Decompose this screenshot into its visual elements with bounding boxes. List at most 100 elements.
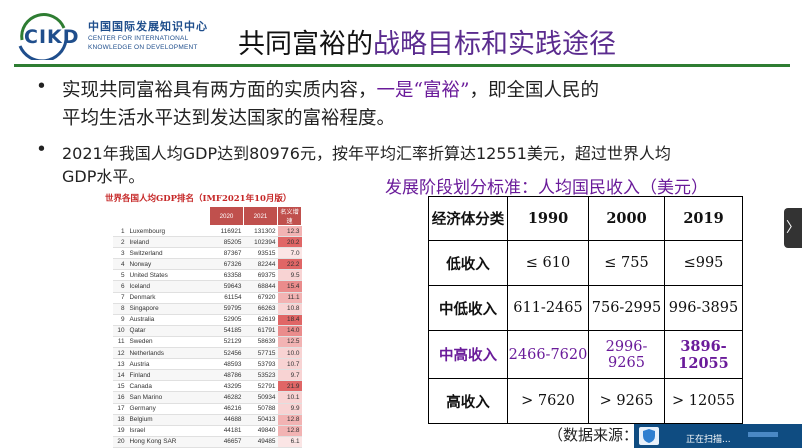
rank-cell: 1 [112, 225, 128, 238]
class-row-high: 高收入 > 7620 > 9265 > 12055 [428, 378, 743, 424]
class-table-header: 经济体分类 1990 2000 2019 [428, 196, 743, 241]
rank-table-row: 19 Israel 44181 49840 12.8 [112, 425, 302, 437]
source-note: （数据来源： [548, 426, 639, 444]
gdp-rank-table: 2020 2021 名义增速 1 Luxembourg 116921 131302 12… [112, 206, 302, 448]
class-row-label: 高收入 [428, 378, 508, 424]
growth-cell: 10.1 [277, 391, 302, 404]
country-cell: Germany [127, 403, 210, 415]
income-classification-table: 经济体分类 1990 2000 2019 低收入 ≤ 610 ≤ 755 ≤99… [428, 196, 743, 424]
country-cell: United States [127, 269, 210, 282]
rank-table-row: 5 United States 63358 69375 9.5 [112, 269, 302, 282]
gdp-2020-cell: 52456 [209, 347, 244, 360]
rank-cell: 11 [112, 336, 128, 349]
rank-table-row: 10 Qatar 54185 61791 14.0 [112, 325, 302, 337]
gdp-2021-cell: 62619 [243, 314, 278, 326]
growth-cell: 9.9 [277, 403, 302, 415]
gdp-2020-cell: 52905 [209, 314, 244, 326]
class-row-lower-middle: 中低收入 611-2465 756-2995 996-3895 [428, 285, 743, 331]
rank-table-body: 1 Luxembourg 116921 131302 12.3 2 Ireland 85205… [112, 225, 302, 448]
class-row-label: 中高收入 [428, 330, 508, 379]
gdp-2020-cell: 59795 [209, 303, 244, 315]
country-cell: Qatar [127, 325, 210, 337]
rank-table-row: 16 San Marino 46282 50934 10.1 [112, 391, 302, 404]
country-cell: Austria [127, 358, 210, 371]
class-cell: 756-2995 [588, 285, 665, 331]
gdp-2021-cell: 53793 [243, 358, 278, 371]
class-row-label: 中低收入 [428, 285, 508, 331]
country-cell: Singapore [127, 303, 210, 315]
class-cell: 2996-9265 [588, 330, 665, 379]
rank-table-row: 3 Switzerland 87367 93515 7.0 [112, 247, 302, 260]
class-cell: > 7620 [507, 378, 589, 424]
rank-header-country [127, 206, 210, 226]
country-cell: Norway [127, 258, 210, 271]
cikd-logo-icon [18, 13, 68, 60]
gdp-2020-cell: 46657 [209, 436, 244, 448]
rank-table-row: 12 Netherlands 52456 57715 10.0 [112, 347, 302, 360]
scan-status-text: 正在扫描... [686, 435, 731, 445]
country-cell: Switzerland [127, 247, 210, 260]
country-cell: Denmark [127, 292, 210, 304]
next-slide-button[interactable]: 〉 [784, 208, 802, 248]
rank-cell: 13 [112, 358, 128, 371]
rank-cell: 8 [112, 303, 128, 315]
growth-cell: 20.2 [277, 236, 302, 249]
gdp-2020-cell: 59643 [209, 280, 244, 293]
country-cell: Hong Kong SAR [127, 436, 210, 448]
country-cell: Iceland [127, 280, 210, 293]
slide-title-part2: 战略目标和实践途径 [373, 29, 616, 60]
gdp-2021-cell: 49485 [243, 436, 278, 448]
rank-cell: 14 [112, 369, 128, 382]
growth-cell: 12.3 [277, 225, 302, 238]
class-cell-highlight: 3896-12055 [664, 330, 743, 379]
rank-table-row: 13 Austria 48593 53793 10.7 [112, 358, 302, 371]
gdp-2020-cell: 63358 [209, 269, 244, 282]
country-cell: Luxembourg [127, 225, 210, 238]
gdp-2021-cell: 68844 [243, 280, 278, 293]
gdp-2021-cell: 93515 [243, 247, 278, 260]
scan-progress-bar [748, 432, 778, 437]
class-cell: > 12055 [664, 378, 743, 424]
gdp-2020-cell: 85205 [209, 236, 244, 249]
gdp-2021-cell: 82244 [243, 258, 278, 271]
slide-title: 共同富裕的战略目标和实践途径 [238, 22, 616, 61]
rank-table-row: 4 Norway 67326 82244 22.2 [112, 258, 302, 271]
growth-cell: 11.1 [277, 292, 302, 304]
rank-table-row: 9 Australia 52905 62619 18.4 [112, 314, 302, 326]
rank-cell: 7 [112, 292, 128, 304]
rank-table-row: 15 Canada 43295 52791 21.9 [112, 380, 302, 393]
gdp-2020-cell: 48786 [209, 369, 244, 382]
bullet-2-line-1: 2021年我国人均GDP达到80976元，按年平均汇率折算达12551美元，超过… [62, 144, 671, 163]
rank-table-row: 6 Iceland 59643 68844 15.4 [112, 280, 302, 293]
slide-title-part1: 共同富裕的 [238, 29, 373, 60]
gdp-2021-cell: 53523 [243, 369, 278, 382]
growth-cell: 10.8 [277, 303, 302, 315]
rank-cell: 12 [112, 347, 128, 360]
rank-cell: 10 [112, 325, 128, 337]
rank-cell: 6 [112, 280, 128, 293]
rank-table-row: 1 Luxembourg 116921 131302 12.3 [112, 225, 302, 238]
class-row-low: 低收入 ≤ 610 ≤ 755 ≤995 [428, 240, 743, 286]
gdp-2021-cell: 50934 [243, 391, 278, 404]
rank-cell: 3 [112, 247, 128, 260]
rank-cell: 20 [112, 436, 128, 448]
gdp-2020-cell: 67326 [209, 258, 244, 271]
gdp-2020-cell: 44181 [209, 425, 244, 437]
class-header-2019: 2019 [664, 196, 743, 241]
bullet-1-line-1: 实现共同富裕具有两方面的实质内容，一是“富裕”，即全国人民的 [62, 76, 599, 102]
growth-cell: 10.7 [277, 358, 302, 371]
shield-icon [639, 427, 659, 445]
growth-cell: 6.1 [277, 436, 302, 448]
gdp-2021-cell: 102394 [243, 236, 278, 249]
country-cell: San Marino [127, 391, 210, 404]
country-cell: Belgium [127, 414, 210, 426]
rank-cell: 19 [112, 425, 128, 437]
class-header-2000: 2000 [588, 196, 665, 241]
country-cell: Australia [127, 314, 210, 326]
class-cell: ≤ 610 [507, 240, 589, 286]
rank-cell: 16 [112, 391, 128, 404]
bullet-1-line-2: 平均生活水平达到发达国家的富裕程度。 [62, 108, 396, 129]
rank-cell: 4 [112, 258, 128, 271]
growth-cell: 22.2 [277, 258, 302, 271]
gdp-2021-cell: 131302 [243, 225, 278, 238]
